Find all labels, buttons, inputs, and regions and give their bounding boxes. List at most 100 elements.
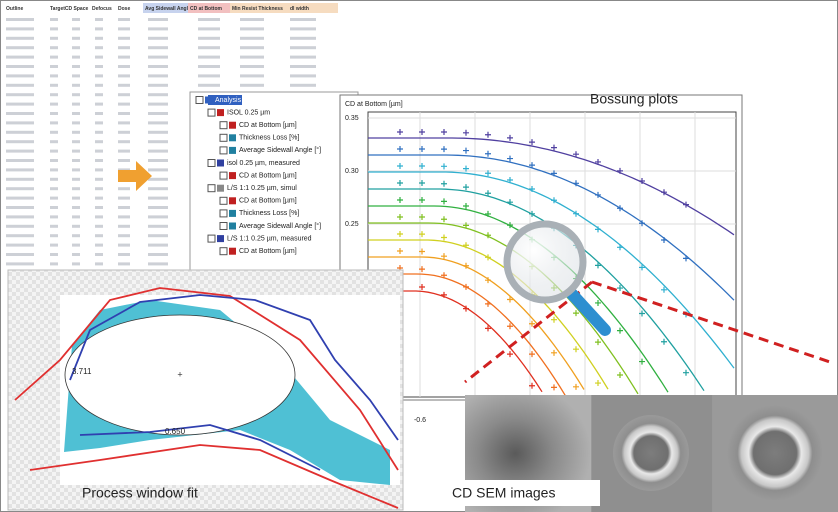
blurred-cell bbox=[72, 74, 80, 77]
blurred-cell bbox=[50, 187, 58, 190]
tree-label: ISOL 0.25 µm bbox=[227, 109, 270, 116]
checkbox bbox=[220, 122, 227, 129]
blurred-cell bbox=[118, 187, 130, 190]
blurred-cell bbox=[118, 244, 130, 247]
blurred-cell bbox=[72, 159, 80, 162]
blurred-cell bbox=[240, 84, 264, 87]
blurred-cell bbox=[95, 65, 103, 68]
blurred-cell bbox=[95, 150, 103, 153]
blurred-cell bbox=[148, 244, 168, 247]
blurred-cell bbox=[118, 197, 130, 200]
blurred-cell bbox=[6, 234, 34, 237]
blurred-cell bbox=[50, 112, 58, 115]
blurred-cell bbox=[148, 215, 168, 218]
y-tick-label: 0.35 bbox=[345, 115, 359, 122]
blurred-cell bbox=[50, 56, 58, 59]
blurred-cell bbox=[72, 225, 80, 228]
blurred-cell bbox=[72, 18, 80, 21]
blurred-cell bbox=[72, 215, 80, 218]
blurred-cell bbox=[72, 244, 80, 247]
blurred-cell bbox=[148, 37, 168, 40]
blurred-cell bbox=[148, 74, 168, 77]
blurred-cell bbox=[95, 18, 103, 21]
blurred-cell bbox=[6, 140, 34, 143]
annotation: 3.711 bbox=[72, 367, 92, 376]
blurred-cell bbox=[72, 178, 80, 181]
axis-title: CD at Bottom [µm] bbox=[345, 101, 403, 108]
blurred-cell bbox=[118, 121, 130, 124]
blurred-cell bbox=[95, 103, 103, 106]
blurred-cell bbox=[50, 121, 58, 124]
sem-ring bbox=[613, 415, 689, 491]
blurred-cell bbox=[95, 234, 103, 237]
blurred-cell bbox=[95, 112, 103, 115]
blurred-cell bbox=[72, 131, 80, 134]
blurred-cell bbox=[95, 140, 103, 143]
checkbox bbox=[220, 223, 227, 230]
blurred-cell bbox=[50, 93, 58, 96]
blurred-cell bbox=[6, 112, 34, 115]
blurred-cell bbox=[95, 93, 103, 96]
blurred-cell bbox=[148, 140, 168, 143]
blurred-cell bbox=[50, 215, 58, 218]
blurred-cell bbox=[198, 37, 220, 40]
blurred-cell bbox=[6, 74, 34, 77]
blurred-cell bbox=[118, 46, 130, 49]
tree-icon bbox=[229, 197, 236, 204]
blurred-cell bbox=[198, 27, 220, 30]
blurred-cell bbox=[6, 253, 34, 256]
blurred-cell bbox=[290, 56, 316, 59]
blurred-cell bbox=[50, 253, 58, 256]
blurred-cell bbox=[6, 150, 34, 153]
blurred-cell bbox=[148, 150, 168, 153]
checkbox bbox=[220, 172, 227, 179]
blurred-cell bbox=[50, 234, 58, 237]
panel-label: Bossung plots bbox=[590, 91, 678, 107]
blurred-cell bbox=[72, 56, 80, 59]
blurred-cell bbox=[118, 112, 130, 115]
blurred-cell bbox=[6, 244, 34, 247]
tree-label: Thickness Loss [%] bbox=[239, 210, 299, 217]
blurred-cell bbox=[95, 187, 103, 190]
blurred-cell bbox=[148, 197, 168, 200]
blurred-cell bbox=[148, 262, 168, 265]
blurred-cell bbox=[6, 103, 34, 106]
tree-label: CD at Bottom [µm] bbox=[239, 122, 297, 129]
checkbox bbox=[208, 160, 215, 167]
blurred-cell bbox=[290, 27, 316, 30]
header-text: Min Resist Thickness bbox=[232, 6, 283, 12]
blurred-cell bbox=[50, 197, 58, 200]
blurred-cell bbox=[6, 215, 34, 218]
blurred-cell bbox=[72, 140, 80, 143]
blurred-cell bbox=[148, 65, 168, 68]
blurred-cell bbox=[6, 131, 34, 134]
blurred-cell bbox=[118, 140, 130, 143]
blurred-cell bbox=[50, 103, 58, 106]
tree-panel bbox=[190, 92, 358, 270]
blurred-cell bbox=[148, 178, 168, 181]
blurred-cell bbox=[198, 56, 220, 59]
blurred-cell bbox=[118, 65, 130, 68]
blurred-cell bbox=[118, 150, 130, 153]
header-text: Defocus bbox=[92, 6, 112, 12]
checkbox bbox=[208, 235, 215, 242]
tree-icon bbox=[229, 248, 236, 255]
blurred-cell bbox=[72, 168, 80, 171]
blurred-cell bbox=[118, 206, 130, 209]
blurred-cell bbox=[148, 159, 168, 162]
blurred-cell bbox=[72, 253, 80, 256]
blurred-cell bbox=[148, 121, 168, 124]
blurred-cell bbox=[95, 215, 103, 218]
blurred-cell bbox=[50, 27, 58, 30]
tree-label: isol 0.25 µm, measured bbox=[227, 160, 300, 167]
blurred-cell bbox=[72, 37, 80, 40]
blurred-cell bbox=[148, 56, 168, 59]
blurred-cell bbox=[95, 225, 103, 228]
tree-label: Thickness Loss [%] bbox=[239, 135, 299, 142]
blurred-cell bbox=[148, 187, 168, 190]
blurred-cell bbox=[118, 215, 130, 218]
blurred-cell bbox=[50, 150, 58, 153]
blurred-cell bbox=[118, 37, 130, 40]
blurred-cell bbox=[50, 178, 58, 181]
blurred-cell bbox=[50, 131, 58, 134]
